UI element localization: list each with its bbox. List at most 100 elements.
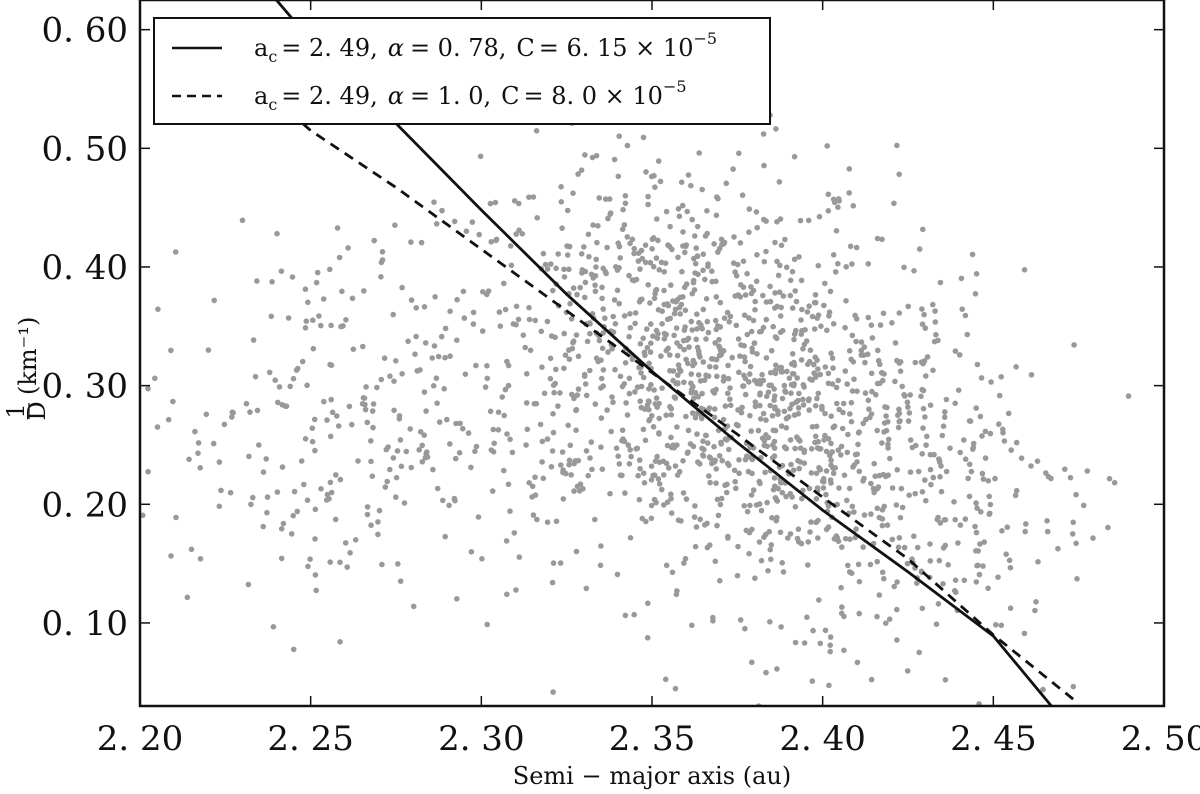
data-point xyxy=(839,544,845,550)
data-point xyxy=(671,445,677,451)
data-point xyxy=(703,372,709,379)
data-point xyxy=(479,328,486,334)
data-point xyxy=(700,359,707,365)
data-point xyxy=(791,336,797,343)
data-point xyxy=(689,327,695,333)
data-point xyxy=(683,242,690,248)
data-point xyxy=(955,387,962,394)
data-point xyxy=(648,463,655,470)
data-point xyxy=(860,420,867,427)
data-point xyxy=(382,484,389,490)
data-point xyxy=(680,458,686,464)
data-point xyxy=(584,338,591,345)
data-point xyxy=(794,535,801,542)
data-point xyxy=(1004,524,1011,530)
data-point xyxy=(312,506,319,513)
data-point xyxy=(764,443,770,450)
data-point xyxy=(958,275,965,282)
data-point xyxy=(619,226,626,233)
data-point xyxy=(798,357,805,363)
data-point xyxy=(533,128,540,134)
data-point xyxy=(791,256,798,263)
data-point xyxy=(344,564,351,570)
data-point xyxy=(413,333,419,340)
data-point xyxy=(499,394,506,400)
data-point xyxy=(763,316,770,323)
data-point xyxy=(741,372,747,379)
data-point xyxy=(727,402,734,409)
data-point xyxy=(502,386,509,393)
dashed-fit-curve xyxy=(289,111,1080,705)
data-point xyxy=(423,450,430,457)
data-point xyxy=(736,470,742,477)
data-point xyxy=(1045,473,1052,480)
x-tick-label: 2. 40 xyxy=(779,719,866,759)
data-point xyxy=(936,457,943,463)
data-point xyxy=(294,508,301,515)
data-point xyxy=(560,496,567,502)
data-point xyxy=(336,254,343,261)
data-point xyxy=(704,544,711,551)
data-point xyxy=(774,498,781,504)
data-point xyxy=(830,196,837,203)
data-point xyxy=(815,262,822,269)
data-point xyxy=(272,377,279,384)
data-point xyxy=(263,456,270,462)
data-point xyxy=(672,306,679,313)
data-point xyxy=(1000,426,1006,433)
data-point xyxy=(756,478,763,485)
data-point xyxy=(435,353,442,360)
data-point xyxy=(835,204,841,210)
data-point xyxy=(665,302,672,309)
data-point xyxy=(526,480,532,486)
data-point xyxy=(203,411,210,418)
data-point xyxy=(583,585,590,592)
data-point xyxy=(692,389,699,396)
data-point xyxy=(648,173,655,180)
data-point xyxy=(316,313,322,319)
data-point xyxy=(822,410,828,417)
data-point xyxy=(880,471,887,478)
data-point xyxy=(937,279,944,286)
data-point xyxy=(583,448,590,454)
data-point xyxy=(582,279,589,286)
data-point xyxy=(539,459,545,465)
data-point xyxy=(659,385,665,392)
data-point xyxy=(368,458,374,465)
data-point xyxy=(575,386,582,392)
data-point xyxy=(145,468,151,475)
data-point xyxy=(417,429,424,435)
data-point xyxy=(787,405,793,412)
data-point xyxy=(760,131,767,137)
data-point xyxy=(586,320,593,326)
data-point xyxy=(787,277,794,284)
data-point xyxy=(532,474,538,481)
data-point xyxy=(788,390,794,397)
data-point xyxy=(279,464,286,470)
data-point xyxy=(689,410,696,416)
data-point xyxy=(922,325,929,331)
data-point xyxy=(614,571,621,578)
data-point xyxy=(827,634,834,640)
data-point xyxy=(822,364,829,370)
data-point xyxy=(737,240,744,246)
data-point xyxy=(855,561,862,568)
data-point xyxy=(759,435,766,442)
data-point xyxy=(473,362,479,369)
data-point xyxy=(842,368,849,374)
data-point xyxy=(740,383,747,389)
data-point xyxy=(791,331,798,338)
data-point xyxy=(957,522,964,528)
data-point xyxy=(774,219,780,225)
data-point xyxy=(717,324,724,330)
data-point xyxy=(849,388,856,394)
data-point xyxy=(749,345,755,352)
data-point xyxy=(538,328,545,335)
data-point xyxy=(700,306,707,313)
data-point xyxy=(720,416,727,423)
x-tick-label: 2. 35 xyxy=(609,719,696,759)
data-point xyxy=(667,223,673,230)
data-point xyxy=(779,462,786,469)
data-point xyxy=(812,403,819,409)
data-point xyxy=(642,406,648,413)
